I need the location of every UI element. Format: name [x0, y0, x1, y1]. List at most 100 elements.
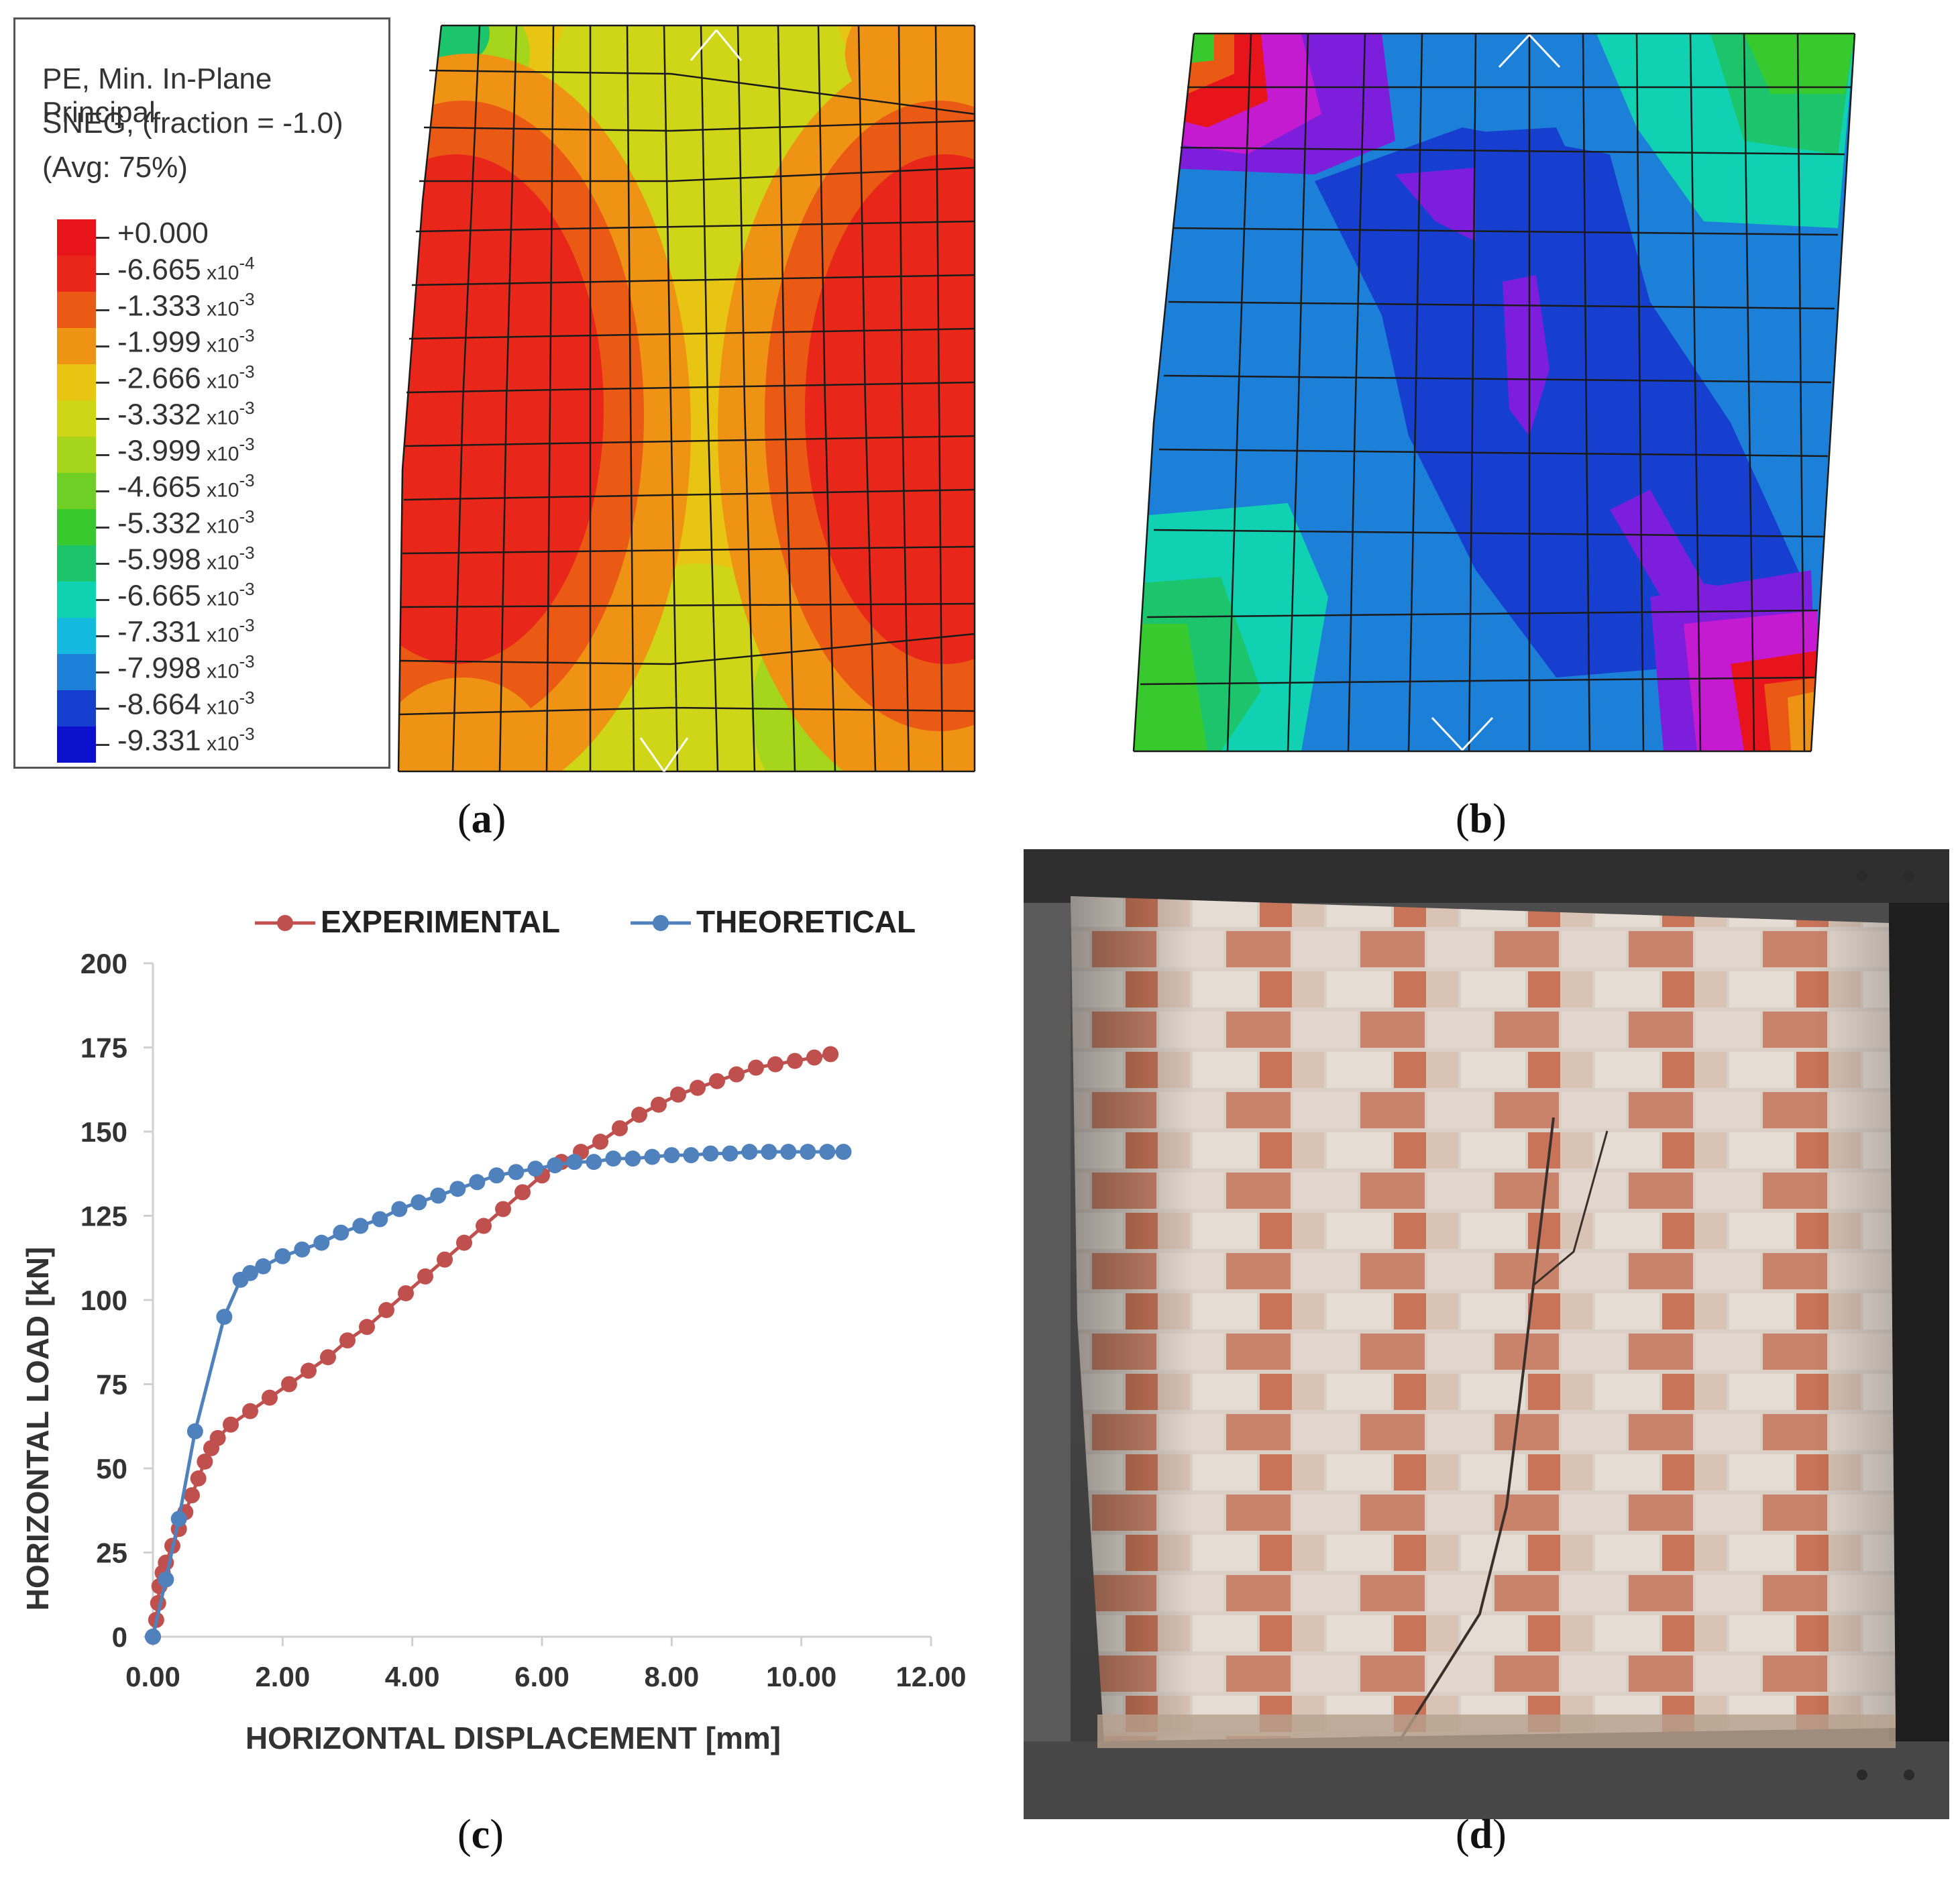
series-line: [151, 1052, 831, 1637]
data-point: [514, 1184, 531, 1201]
x-tick-label: 4.00: [385, 1661, 440, 1692]
legend-tick: [96, 237, 109, 239]
legend-title-line-3: (Avg: 75%): [42, 151, 188, 184]
y-axis-label: HORIZONTAL LOAD [kN]: [20, 1247, 55, 1611]
data-point: [255, 1258, 272, 1275]
legend-level-13: -8.664 x10-3: [42, 688, 391, 726]
panel-d-brick-wall-photo: [1024, 849, 1949, 1819]
legend-value: -5.998 x10-3: [117, 543, 255, 576]
legend-swatch: [57, 690, 96, 726]
data-point: [197, 1453, 213, 1470]
series-line: [151, 1150, 844, 1637]
x-tick-label: 12.00: [895, 1661, 966, 1692]
x-tick-label: 10.00: [766, 1661, 836, 1692]
y-tick-label: 100: [80, 1285, 127, 1316]
series-theoretical: [145, 1144, 852, 1645]
legend-level-8: -5.332 x10-3: [42, 506, 391, 545]
legend-tick: [96, 744, 109, 746]
legend-tick: [96, 382, 109, 384]
panel-b-contour-plot: [1132, 32, 1856, 753]
data-point: [398, 1285, 414, 1301]
data-point: [333, 1224, 349, 1241]
data-point: [787, 1052, 803, 1069]
legend-swatch: [57, 400, 96, 437]
legend-marker: [653, 915, 669, 931]
x-tick-label: 0.00: [125, 1661, 180, 1692]
data-point: [651, 1096, 667, 1113]
legend-value: -6.665 x10-4: [117, 253, 255, 286]
legend-tick: [96, 708, 109, 710]
y-tick-label: 200: [80, 948, 127, 979]
data-point: [592, 1134, 608, 1150]
data-point: [670, 1086, 686, 1103]
data-point: [605, 1150, 622, 1167]
contour-legend: PE, Min. In-Plane Principal SNEG, (fract…: [13, 17, 390, 769]
legend-title-line-1: PE, Min. In-Plane Principal: [42, 62, 272, 129]
legend-value: -5.332 x10-3: [117, 506, 255, 540]
data-point: [417, 1268, 433, 1285]
caption-c: (c): [457, 1812, 504, 1857]
data-point: [372, 1211, 388, 1228]
data-point: [223, 1416, 239, 1433]
y-tick-label: 175: [80, 1032, 127, 1064]
data-point: [631, 1106, 647, 1123]
legend-tick: [96, 418, 109, 420]
legend-level-6: -3.999 x10-3: [42, 434, 391, 473]
legend-level-10: -6.665 x10-3: [42, 579, 391, 618]
data-point: [301, 1362, 317, 1379]
legend-level-14: -9.331 x10-3: [42, 724, 391, 763]
data-point: [352, 1217, 369, 1234]
legend-level-5: -3.332 x10-3: [42, 398, 391, 437]
legend-value: -9.331 x10-3: [117, 724, 255, 757]
data-point: [186, 1423, 203, 1440]
data-point: [612, 1120, 628, 1136]
panel-a-contour-plot: [397, 24, 976, 773]
legend-value: -1.333 x10-3: [117, 289, 255, 323]
legend-value: -4.665 x10-3: [117, 470, 255, 504]
legend-swatch: [57, 328, 96, 364]
data-point: [644, 1148, 661, 1165]
legend-swatch: [57, 618, 96, 654]
data-point: [274, 1248, 291, 1264]
data-point: [242, 1264, 258, 1281]
data-point: [378, 1302, 394, 1319]
data-point: [437, 1251, 453, 1268]
legend-label: EXPERIMENTAL: [321, 904, 560, 939]
legend-marker: [277, 915, 293, 931]
legend-value: -7.998 x10-3: [117, 651, 255, 685]
legend-level-7: -4.665 x10-3: [42, 470, 391, 509]
legend-entry-theoretical: THEORETICAL: [631, 904, 916, 939]
data-point: [822, 1046, 839, 1063]
data-point: [709, 1073, 725, 1089]
legend-value: -3.999 x10-3: [117, 434, 255, 468]
data-point: [216, 1309, 233, 1325]
x-tick-label: 6.00: [514, 1661, 569, 1692]
data-point: [145, 1629, 161, 1645]
data-point: [262, 1389, 278, 1406]
y-tick-label: 25: [96, 1537, 127, 1569]
data-point: [242, 1403, 258, 1419]
legend-level-12: -7.998 x10-3: [42, 651, 391, 690]
legend-level-2: -1.333 x10-3: [42, 289, 391, 328]
data-point: [449, 1181, 466, 1197]
legend-swatch: [57, 582, 96, 618]
x-tick-label: 2.00: [255, 1661, 310, 1692]
data-point: [663, 1147, 680, 1164]
data-point: [722, 1145, 739, 1162]
data-point: [527, 1160, 544, 1177]
panel-a-mesh: [397, 24, 976, 773]
data-point: [476, 1217, 492, 1234]
data-point: [469, 1174, 486, 1191]
legend-level-3: -1.999 x10-3: [42, 325, 391, 364]
data-point: [158, 1571, 174, 1588]
caption-b: (b): [1456, 796, 1507, 842]
data-point: [190, 1470, 207, 1487]
data-point: [313, 1234, 330, 1251]
data-point: [819, 1144, 836, 1160]
panel-b-load-markers: [1431, 34, 1561, 751]
data-point: [547, 1157, 563, 1174]
caption-d: (d): [1456, 1812, 1507, 1857]
legend-tick: [96, 635, 109, 637]
legend-tick: [96, 309, 109, 311]
data-point: [806, 1049, 822, 1066]
